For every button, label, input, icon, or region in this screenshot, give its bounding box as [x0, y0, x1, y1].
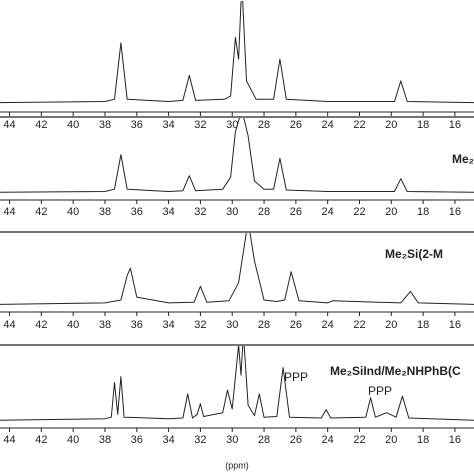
x-tick-label: 38 [99, 434, 111, 446]
x-tick-label: 30 [226, 119, 238, 131]
x-tick-label: 36 [131, 119, 143, 131]
x-tick-label: 16 [449, 319, 461, 331]
x-tick-label: 44 [3, 434, 15, 446]
x-tick-label: 32 [194, 434, 206, 446]
x-tick-label: 26 [290, 119, 302, 131]
x-tick-label: 44 [3, 206, 15, 218]
x-tick-label: 16 [449, 434, 461, 446]
x-tick-label: 24 [322, 434, 334, 446]
x-tick-label: 40 [67, 319, 79, 331]
x-tick-label: 30 [226, 206, 238, 218]
x-tick-label: 26 [290, 206, 302, 218]
x-tick-label: 26 [290, 434, 302, 446]
x-tick-label: 36 [131, 206, 143, 218]
x-tick-label: 20 [385, 319, 397, 331]
x-tick-label: 28 [258, 319, 270, 331]
x-tick-label: 20 [385, 206, 397, 218]
spectrum-line [0, 1, 474, 104]
x-tick-label: 24 [322, 119, 334, 131]
x-tick-label: 16 [449, 206, 461, 218]
x-tick-label: 30 [226, 434, 238, 446]
x-tick-label: 26 [290, 319, 302, 331]
x-tick-label: 22 [353, 434, 365, 446]
x-tick-label: 42 [35, 319, 47, 331]
x-tick-label: 28 [258, 119, 270, 131]
annotation: PPP [284, 370, 308, 384]
panel-title: Me₂ [452, 152, 474, 166]
annotation: PPP [368, 384, 392, 398]
x-tick-label: 42 [35, 119, 47, 131]
x-tick-label: 34 [162, 319, 174, 331]
x-tick-label: 38 [99, 206, 111, 218]
x-tick-label: 30 [226, 319, 238, 331]
x-tick-label: 40 [67, 434, 79, 446]
x-tick-label: 40 [67, 206, 79, 218]
x-tick-label: 28 [258, 206, 270, 218]
x-tick-label: 24 [322, 319, 334, 331]
x-tick-label: 16 [449, 119, 461, 131]
x-tick-label: 20 [385, 119, 397, 131]
x-tick-label: 36 [131, 319, 143, 331]
x-tick-label: 22 [353, 206, 365, 218]
x-tick-label: 32 [194, 119, 206, 131]
x-tick-label: 38 [99, 319, 111, 331]
x-tick-label: 24 [322, 206, 334, 218]
spectrum-line [0, 346, 474, 421]
spectrum-line [0, 118, 474, 193]
spectrum-line [0, 233, 474, 305]
x-tick-label: 18 [417, 319, 429, 331]
x-tick-label: 38 [99, 119, 111, 131]
x-tick-label: 22 [353, 119, 365, 131]
x-tick-label: 18 [417, 206, 429, 218]
x-tick-label: 42 [35, 434, 47, 446]
x-tick-label: 34 [162, 206, 174, 218]
x-tick-label: 44 [3, 119, 15, 131]
x-tick-label: 42 [35, 206, 47, 218]
x-tick-label: 36 [131, 434, 143, 446]
x-tick-label: 18 [417, 434, 429, 446]
panel-title: Me₂Si(2-M [385, 247, 443, 261]
x-tick-label: 32 [194, 206, 206, 218]
panel-title: Me₂SiInd/Me₂NHPhB(C [330, 364, 461, 378]
x-tick-label: 34 [162, 434, 174, 446]
x-tick-label: 18 [417, 119, 429, 131]
x-tick-label: 32 [194, 319, 206, 331]
x-tick-label: 44 [3, 319, 15, 331]
x-axis-label: (ppm) [225, 460, 249, 470]
x-tick-label: 28 [258, 434, 270, 446]
x-tick-label: 34 [162, 119, 174, 131]
x-tick-label: 40 [67, 119, 79, 131]
x-tick-label: 20 [385, 434, 397, 446]
x-tick-label: 22 [353, 319, 365, 331]
